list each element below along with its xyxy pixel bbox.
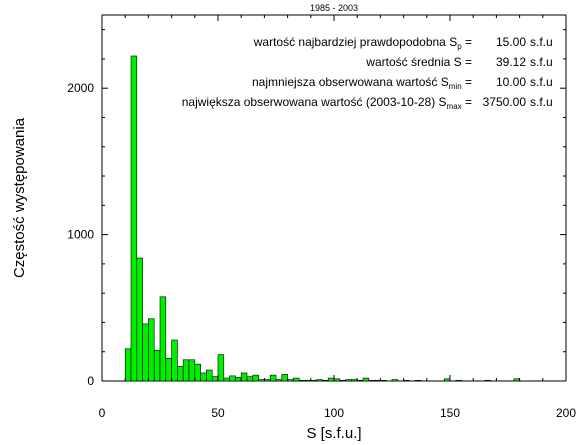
histogram-bar [298,379,306,382]
y-axis: 0 1000 2000 [67,29,566,388]
histogram-bar [327,377,335,382]
histogram-bar [339,379,346,382]
histogram-bar [171,339,178,382]
histogram-bar [264,379,271,382]
histogram-bar [287,379,294,382]
histogram-bar [177,366,184,382]
histogram-bar [142,323,149,382]
histogram-bar [275,379,283,382]
x-tick-label: 0 [99,406,106,420]
histogram-bar [374,379,381,382]
annotation-label: największa obserwowana wartość (2003-10-… [182,95,472,111]
histogram-bar [304,379,312,382]
histogram-bar [281,374,288,382]
histogram-bar [124,348,132,382]
histogram-bar [153,349,161,382]
y-axis-label: Częstość występowania [11,117,28,278]
y-tick-label: 0 [87,374,94,388]
histogram-bar [351,379,358,382]
histogram-bar [293,377,300,382]
histogram-bar [455,379,462,382]
histogram-bar [316,379,323,382]
y-tick-label: 1000 [67,228,94,242]
histogram-bar [240,372,248,382]
histogram-bar [188,359,196,382]
histogram-bar [235,377,242,382]
histogram-bar [130,55,138,382]
histogram-bar [269,374,277,382]
bars-group [124,55,520,382]
histogram-bar [345,379,352,382]
histogram-bar [194,363,201,382]
histogram-bar [322,379,329,382]
histogram-bar [368,379,375,382]
histogram-bar [217,354,225,382]
histogram-bar [246,376,254,382]
histogram-bar [206,369,213,382]
annotation-label: najmniejsza obserwowana wartość Smin = [252,75,472,91]
annotation-value: 39.12 [496,55,526,69]
histogram-bar [380,379,387,382]
annotation-label: wartość najbardziej prawdopodobna Sp = [253,35,472,51]
histogram-bar [229,375,236,382]
histogram-bar [403,379,410,382]
annotation-label: wartość średnia S = [365,55,472,69]
x-axis-label: S [s.f.u.] [306,425,361,442]
x-axis: 0 50 100 150 200 [99,15,576,420]
annotations-group: wartość najbardziej prawdopodobna Sp = 15… [182,35,553,111]
histogram-bar [211,376,219,382]
annotation-value: 10.00 [496,75,526,89]
histogram-bar [513,378,520,382]
annotation-unit: s.f.u [530,55,553,69]
histogram-bar [484,379,491,382]
annotation-unit: s.f.u [530,95,553,109]
histogram-bar [258,379,265,382]
annotation-unit: s.f.u [530,75,553,89]
histogram-bar [362,377,370,382]
histogram-bar [165,358,172,382]
histogram-bar [333,378,341,382]
annotation-value: 3750.00 [483,95,527,109]
histogram-bar [356,379,364,382]
histogram-bar [159,296,167,382]
histogram-bar [391,379,399,382]
histogram-bar [182,359,190,382]
histogram-bar [223,377,230,382]
histogram-bar [310,379,317,382]
histogram-bar [136,257,143,382]
plot-frame [101,14,567,382]
x-tick-label: 200 [556,406,576,420]
histogram-bar [252,374,259,382]
histogram-bar [414,379,422,382]
x-tick-label: 50 [211,406,225,420]
x-tick-label: 150 [440,406,460,420]
histogram-bar [443,378,451,382]
histogram-bar [148,318,155,382]
x-tick-label: 100 [324,406,344,420]
annotation-value: 15.00 [496,35,526,49]
histogram-bar [200,372,207,382]
annotation-unit: s.f.u [530,35,553,49]
chart-title: 1985 - 2003 [310,3,358,13]
y-tick-label: 2000 [67,81,94,95]
